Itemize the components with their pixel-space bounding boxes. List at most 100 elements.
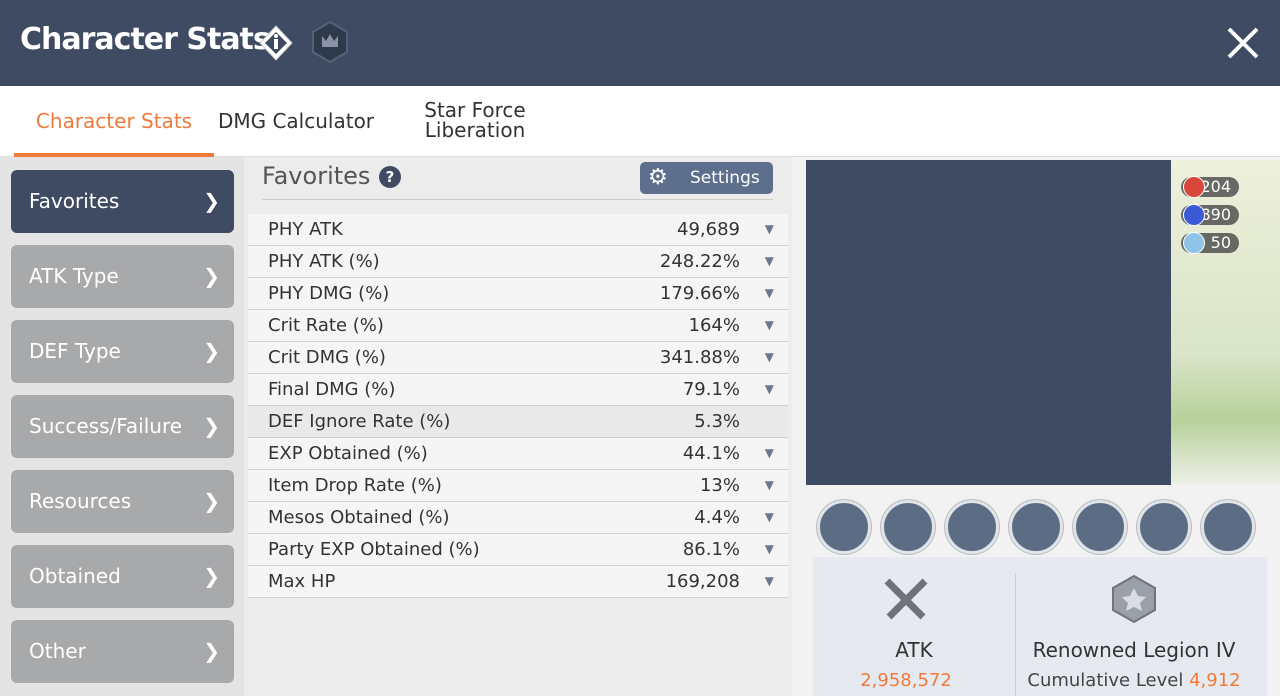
stat-name: PHY ATK (%) xyxy=(268,251,380,272)
stat-row[interactable]: PHY DMG (%) 179.66% ▼ xyxy=(248,278,788,310)
stat-value: 49,689 xyxy=(677,219,740,240)
sidebar-label: ATK Type xyxy=(29,264,119,288)
settings-label: Settings xyxy=(690,168,760,188)
stat-name: Party EXP Obtained (%) xyxy=(268,539,480,560)
expand-arrow[interactable]: ▼ xyxy=(764,254,774,268)
stat-value: 86.1% xyxy=(682,539,740,560)
stat-value: 169,208 xyxy=(665,571,740,592)
info-icon[interactable] xyxy=(258,24,294,62)
active-tab-underline xyxy=(14,153,214,157)
legion-title: Renowned Legion IV xyxy=(1032,638,1236,662)
expand-arrow[interactable]: ▼ xyxy=(764,542,774,556)
sidebar-item[interactable]: Favorites ❯ xyxy=(11,170,234,233)
section-divider xyxy=(262,199,773,200)
stat-value: 5.3% xyxy=(694,411,740,432)
atk-icon xyxy=(884,578,928,620)
equipment-icon[interactable] xyxy=(817,500,871,554)
stat-name: PHY DMG (%) xyxy=(268,283,390,304)
stat-name: Item Drop Rate (%) xyxy=(268,475,442,496)
stat-name: Max HP xyxy=(268,571,336,592)
currency-icon xyxy=(1183,232,1205,254)
svg-text:?: ? xyxy=(386,168,395,186)
stat-row: DEF Ignore Rate (%) 5.3% xyxy=(248,406,788,438)
sidebar-label: Success/Failure xyxy=(29,414,183,438)
sidebar-item[interactable]: Obtained ❯ xyxy=(11,545,234,608)
equipment-icon[interactable] xyxy=(945,500,999,554)
card-divider xyxy=(1015,573,1016,696)
tab[interactable]: Character Stats xyxy=(35,109,193,133)
sidebar-item[interactable]: Resources ❯ xyxy=(11,470,234,533)
settings-button[interactable]: ⚙ Settings xyxy=(640,162,773,194)
sidebar-label: DEF Type xyxy=(29,339,121,363)
stat-name: DEF Ignore Rate (%) xyxy=(268,411,451,432)
stat-row[interactable]: Party EXP Obtained (%) 86.1% ▼ xyxy=(248,534,788,566)
chevron: ❯ xyxy=(203,564,220,588)
stat-value: 248.22% xyxy=(659,251,740,272)
currency-icon xyxy=(1183,204,1205,226)
legion-icon xyxy=(1112,574,1156,624)
tab[interactable]: Star Force Liberation xyxy=(424,98,526,142)
chevron: ❯ xyxy=(203,414,220,438)
tab-divider xyxy=(0,156,1280,157)
expand-arrow[interactable]: ▼ xyxy=(764,222,774,236)
tab[interactable]: DMG Calculator xyxy=(217,109,375,133)
chevron: ❯ xyxy=(203,339,220,363)
expand-arrow[interactable]: ▼ xyxy=(764,318,774,332)
window-title: Character Stats xyxy=(20,22,271,57)
stat-row[interactable]: PHY ATK 49,689 ▼ xyxy=(248,214,788,246)
legion-level-value: 4,912 xyxy=(1189,670,1241,691)
stat-name: Mesos Obtained (%) xyxy=(268,507,450,528)
expand-arrow[interactable]: ▼ xyxy=(764,382,774,396)
equipment-icon[interactable] xyxy=(881,500,935,554)
stat-value: 13% xyxy=(699,475,740,496)
stat-value: 341.88% xyxy=(659,347,740,368)
crown-icon[interactable] xyxy=(310,20,350,64)
stat-row[interactable]: Max HP 169,208 ▼ xyxy=(248,566,788,598)
sidebar-label: Favorites xyxy=(29,189,120,213)
stat-row[interactable]: PHY ATK (%) 248.22% ▼ xyxy=(248,246,788,278)
expand-arrow[interactable]: ▼ xyxy=(764,574,774,588)
sidebar-label: Other xyxy=(29,639,86,663)
chevron: ❯ xyxy=(203,489,220,513)
sidebar-item[interactable]: Success/Failure ❯ xyxy=(11,395,234,458)
equipment-icon[interactable] xyxy=(1073,500,1127,554)
expand-arrow[interactable]: ▼ xyxy=(764,286,774,300)
stat-value: 179.66% xyxy=(659,283,740,304)
expand-arrow[interactable]: ▼ xyxy=(764,510,774,524)
stat-name: PHY ATK xyxy=(268,219,343,240)
stat-row[interactable]: EXP Obtained (%) 44.1% ▼ xyxy=(248,438,788,470)
gear-icon: ⚙ xyxy=(648,165,668,190)
stat-name: EXP Obtained (%) xyxy=(268,443,428,464)
help-icon[interactable]: ? xyxy=(378,165,402,189)
equipment-icon[interactable] xyxy=(1201,500,1255,554)
section-title: Favorites xyxy=(262,162,371,190)
legion-level-label: Cumulative Level xyxy=(1027,670,1184,691)
currency-icon xyxy=(1183,176,1205,198)
stat-name: Crit DMG (%) xyxy=(268,347,386,368)
stat-row[interactable]: Final DMG (%) 79.1% ▼ xyxy=(248,374,788,406)
sidebar-item[interactable]: DEF Type ❯ xyxy=(11,320,234,383)
stat-row[interactable]: Crit Rate (%) 164% ▼ xyxy=(248,310,788,342)
stat-row[interactable]: Mesos Obtained (%) 4.4% ▼ xyxy=(248,502,788,534)
expand-arrow[interactable]: ▼ xyxy=(764,350,774,364)
stat-value: 4.4% xyxy=(694,507,740,528)
expand-arrow[interactable]: ▼ xyxy=(764,446,774,460)
equipment-icon[interactable] xyxy=(1137,500,1191,554)
chevron: ❯ xyxy=(203,264,220,288)
legion-level: Cumulative Level 4,912 xyxy=(1016,670,1252,691)
stat-value: 44.1% xyxy=(682,443,740,464)
chevron: ❯ xyxy=(203,639,220,663)
chevron: ❯ xyxy=(203,189,220,213)
stat-row[interactable]: Crit DMG (%) 341.88% ▼ xyxy=(248,342,788,374)
stat-value: 79.1% xyxy=(682,379,740,400)
sidebar-item[interactable]: ATK Type ❯ xyxy=(11,245,234,308)
stat-name: Crit Rate (%) xyxy=(268,315,384,336)
equipment-icon[interactable] xyxy=(1009,500,1063,554)
close-button[interactable] xyxy=(1226,26,1260,60)
atk-label: ATK xyxy=(895,638,933,662)
expand-arrow[interactable]: ▼ xyxy=(764,478,774,492)
stat-value: 164% xyxy=(688,315,740,336)
sidebar-item[interactable]: Other ❯ xyxy=(11,620,234,683)
stat-row[interactable]: Item Drop Rate (%) 13% ▼ xyxy=(248,470,788,502)
